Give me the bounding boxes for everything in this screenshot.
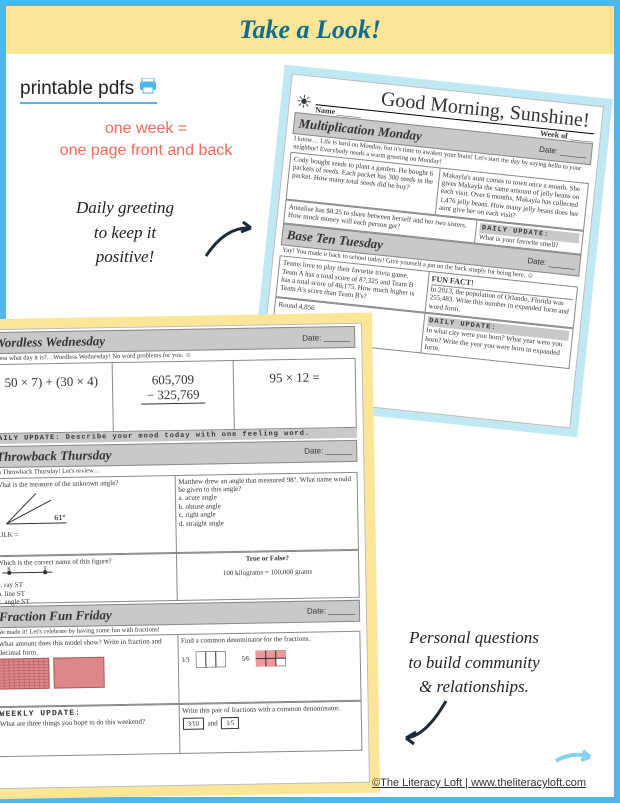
page-title: Take a Look!: [239, 15, 381, 45]
one-week-caption: one week = one page front and back: [26, 118, 266, 161]
personal-caption: Personal questions to build community & …: [374, 626, 574, 700]
worksheet-page-2: Wordless Wednesday Date: ______ Guess wh…: [0, 313, 380, 800]
angle-diagram-icon: 61°: [0, 488, 76, 529]
footer-credit: ©The Literacy Loft | www.theliteracyloft…: [372, 777, 586, 789]
sun-icon: ☀: [295, 91, 313, 114]
printable-pdfs-label: printable pdfs: [20, 78, 157, 104]
svg-text:S: S: [7, 567, 10, 573]
fri-q2: Find a common denominator for the fracti…: [178, 632, 361, 703]
thu-tf: True or False? 100 kilograms = 100,000 g…: [176, 550, 358, 599]
thu-q3: Which is the correct name of this figure…: [0, 554, 177, 603]
svg-text:T: T: [43, 566, 47, 572]
fri-weekly: WEEKLY UPDATE: What are three things you…: [0, 705, 180, 756]
printable-text: printable pdfs: [20, 78, 134, 99]
wed-expr3: 95 × 12 =: [234, 359, 356, 429]
corner-arrow-icon: [554, 747, 594, 767]
fraction-model-icon: [0, 655, 109, 691]
wed-expr1: 50 × 7) + (30 × 4): [0, 363, 113, 433]
greeting-caption: Daily greeting to keep it positive!: [50, 196, 200, 270]
arrow-greeting-icon: [201, 216, 261, 266]
header-band: Take a Look!: [6, 6, 614, 54]
thu-q1: What is the measure of the unknown angle…: [0, 476, 176, 555]
thu-q2: Matthew drew an angle that measured 98°.…: [175, 472, 358, 551]
fri-q3: Write this pair of fractions with a comm…: [179, 702, 361, 753]
svg-text:61°: 61°: [54, 513, 65, 522]
line-figure-icon: ST: [0, 566, 57, 579]
fri-q1: What amount does this model show? Write …: [0, 635, 179, 706]
printer-icon: [139, 78, 157, 100]
wed-subtract: 605,709 − 325,769: [112, 361, 235, 431]
arrow-personal-icon: [396, 696, 456, 751]
